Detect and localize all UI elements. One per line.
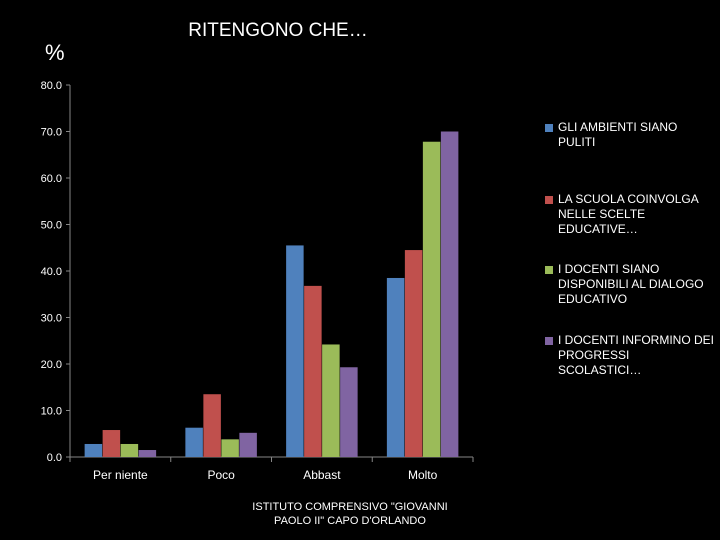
- legend-label-1: GLI AMBIENTI SIANO PULITI: [558, 120, 678, 149]
- legend-swatch-4: [545, 337, 553, 345]
- chart-title: RITENGONO CHE…: [188, 20, 368, 41]
- footer-caption: ISTITUTO COMPRENSIVO "GIOVANNI PAOLO II"…: [252, 501, 448, 527]
- legend-item-2: LA SCUOLA COINVOLGA NELLE SCELTE EDUCATI…: [545, 192, 715, 237]
- legend-item-4: I DOCENTI INFORMINO DEI PROGRESSI SCOLAS…: [545, 333, 715, 378]
- bar: [340, 367, 358, 457]
- y-tick-label: 60.0: [41, 173, 62, 185]
- x-tick-label: Abbast: [303, 468, 341, 482]
- bar: [102, 430, 121, 457]
- bar: [84, 443, 103, 457]
- y-axis-unit-label: %: [45, 40, 65, 65]
- bar: [221, 439, 239, 457]
- bar: [138, 450, 157, 457]
- y-tick-label: 10.0: [41, 406, 62, 418]
- legend-swatch-2: [545, 196, 553, 204]
- legend-item-3: I DOCENTI SIANO DISPONIBILI AL DIALOGO E…: [545, 262, 715, 307]
- x-tick-label: Per niente: [93, 468, 148, 482]
- legend-item-1: GLI AMBIENTI SIANO PULITI: [545, 120, 715, 150]
- bar: [286, 245, 304, 457]
- legend-label-3: I DOCENTI SIANO DISPONIBILI AL DIALOGO E…: [558, 262, 704, 306]
- bar: [203, 394, 221, 457]
- bar: [120, 443, 139, 457]
- bar: [239, 432, 257, 457]
- x-tick-label: Poco: [207, 468, 235, 482]
- legend-swatch-3: [545, 266, 553, 274]
- y-tick-label: 40.0: [41, 266, 62, 278]
- legend-swatch-1: [545, 124, 553, 132]
- y-tick-label: 0.0: [47, 452, 62, 464]
- bar: [322, 344, 340, 457]
- bar: [386, 277, 405, 457]
- y-tick-label: 30.0: [41, 313, 62, 325]
- legend-label-2: LA SCUOLA COINVOLGA NELLE SCELTE EDUCATI…: [558, 192, 699, 236]
- y-tick-label: 70.0: [41, 127, 62, 139]
- y-tick-label: 80.0: [41, 80, 62, 92]
- legend-label-4: I DOCENTI INFORMINO DEI PROGRESSI SCOLAS…: [558, 333, 714, 377]
- y-tick-label: 50.0: [41, 220, 62, 232]
- bar: [185, 427, 203, 457]
- bar: [440, 131, 459, 457]
- bar: [422, 141, 441, 458]
- bar: [404, 250, 423, 457]
- x-tick-label: Molto: [408, 468, 438, 482]
- y-tick-label: 20.0: [41, 359, 62, 371]
- bar: [304, 285, 322, 457]
